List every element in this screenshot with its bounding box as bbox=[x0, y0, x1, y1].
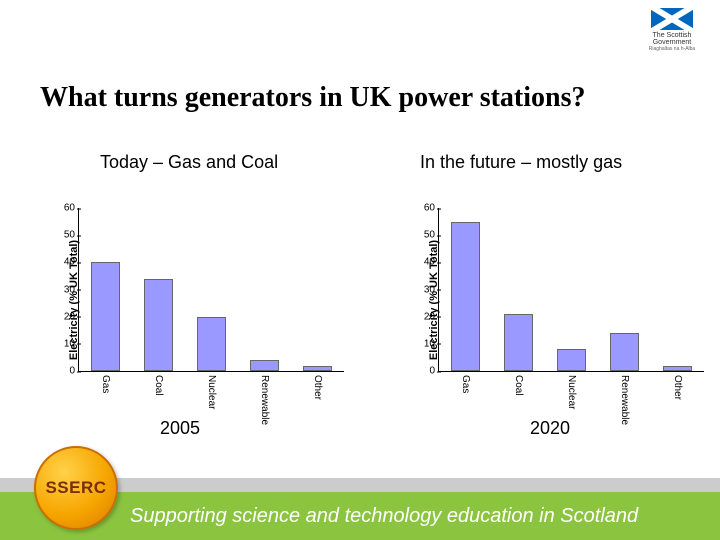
sserc-badge-icon: SSERC bbox=[34, 446, 118, 530]
x-category-label: Gas bbox=[100, 375, 111, 393]
bar-other bbox=[303, 366, 332, 371]
x-category-label: Coal bbox=[513, 375, 524, 396]
y-tick: 50 bbox=[409, 230, 435, 241]
y-tick: 20 bbox=[49, 311, 75, 322]
scottish-government-logo: The Scottish Government Riaghaltas na h-… bbox=[642, 8, 702, 52]
y-tick: 0 bbox=[49, 366, 75, 377]
x-category-label: Other bbox=[672, 375, 683, 400]
page-title: What turns generators in UK power statio… bbox=[40, 82, 585, 114]
logo-text: The Scottish Government bbox=[642, 32, 702, 46]
bar-coal bbox=[144, 279, 173, 371]
bar-nuclear bbox=[557, 349, 586, 371]
y-tick: 10 bbox=[409, 338, 435, 349]
y-tick: 40 bbox=[49, 257, 75, 268]
bar-renewable bbox=[250, 360, 279, 371]
y-tick: 0 bbox=[409, 366, 435, 377]
chart-subtitle-left: Today – Gas and Coal bbox=[100, 152, 278, 173]
chart-subtitle-right: In the future – mostly gas bbox=[420, 152, 622, 173]
x-category-label: Coal bbox=[153, 375, 164, 396]
bar-nuclear bbox=[197, 317, 226, 371]
x-category-label: Other bbox=[312, 375, 323, 400]
x-category-label: Nuclear bbox=[566, 375, 577, 409]
x-category-label: Nuclear bbox=[206, 375, 217, 409]
x-category-label: Gas bbox=[460, 375, 471, 393]
x-category-label: Renewable bbox=[619, 375, 630, 425]
y-tick: 50 bbox=[49, 230, 75, 241]
y-tick: 60 bbox=[49, 203, 75, 214]
y-tick: 10 bbox=[49, 338, 75, 349]
bar-other bbox=[663, 366, 692, 371]
bar-coal bbox=[504, 314, 533, 371]
plot-area-right: 0102030405060GasCoalNuclearRenewableOthe… bbox=[438, 208, 704, 372]
saltire-flag-icon bbox=[651, 8, 693, 30]
y-tick: 20 bbox=[409, 311, 435, 322]
y-tick: 40 bbox=[409, 257, 435, 268]
chart-2005: Electricity (% UK Total) 0102030405060Ga… bbox=[20, 200, 350, 400]
year-label-left: 2005 bbox=[160, 418, 200, 439]
bar-gas bbox=[91, 262, 120, 371]
y-tick: 30 bbox=[49, 284, 75, 295]
x-category-label: Renewable bbox=[259, 375, 270, 425]
bar-renewable bbox=[610, 333, 639, 371]
y-tick: 30 bbox=[409, 284, 435, 295]
bar-gas bbox=[451, 222, 480, 371]
year-label-right: 2020 bbox=[530, 418, 570, 439]
y-tick: 60 bbox=[409, 203, 435, 214]
plot-area-left: 0102030405060GasCoalNuclearRenewableOthe… bbox=[78, 208, 344, 372]
logo-subtext: Riaghaltas na h-Alba bbox=[649, 46, 695, 52]
chart-2020: Electricity (% UK Total) 0102030405060Ga… bbox=[380, 200, 710, 400]
